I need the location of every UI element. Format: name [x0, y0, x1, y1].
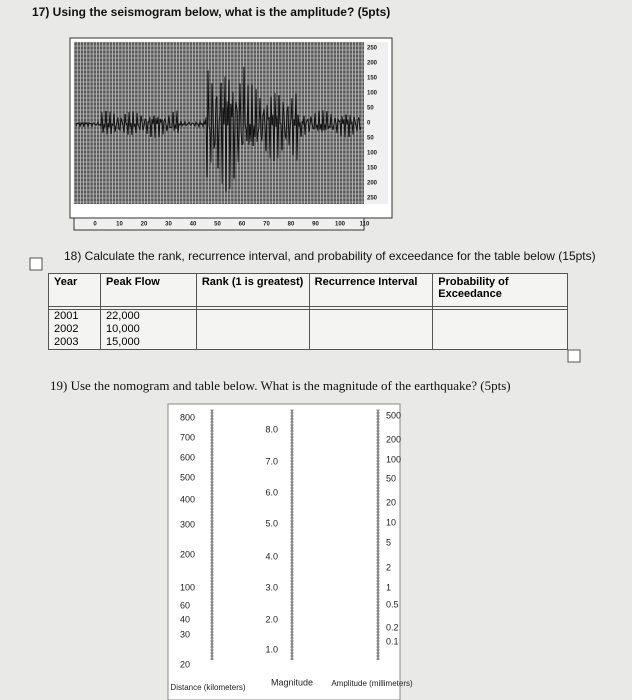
- y-scale-label: 100: [367, 151, 378, 157]
- distance-label: 400: [180, 494, 195, 504]
- distance-label: 20: [180, 659, 190, 669]
- x-scale-label: 30: [165, 222, 172, 228]
- y-scale-label: 50: [367, 106, 374, 112]
- x-scale-label: 50: [214, 222, 221, 228]
- table-cell: [195, 309, 310, 323]
- magnitude-label: 4.0: [265, 551, 278, 561]
- question-18: 18) Calculate the rank, recurrence inter…: [64, 249, 596, 263]
- table-cell: 2003: [47, 336, 102, 350]
- y-scale-label: 200: [367, 181, 378, 187]
- question-17: 17) Using the seismogram below, what is …: [32, 5, 391, 19]
- table-cell: 2002: [47, 323, 102, 336]
- table-cell: [432, 336, 568, 350]
- distance-label: 300: [180, 519, 195, 529]
- table-cell: [308, 309, 434, 323]
- distance-label: 800: [180, 412, 195, 422]
- table-cell: [195, 323, 310, 336]
- x-scale-label: 90: [312, 222, 319, 228]
- table-cell: [195, 336, 310, 350]
- seismogram-x-scale: [73, 217, 365, 231]
- y-scale-label: 50: [367, 136, 374, 142]
- amplitude-label: 0.2: [386, 622, 399, 632]
- amplitude-label: 0.1: [386, 636, 399, 646]
- x-scale-label: 40: [190, 222, 197, 228]
- amplitude-label: 1: [386, 582, 391, 592]
- header-cell: Recurrence Interval: [308, 273, 434, 307]
- table-cell: [308, 323, 434, 336]
- x-scale-label: 80: [288, 222, 295, 228]
- x-scale-label: 100: [335, 222, 346, 228]
- x-scale-label: 10: [116, 222, 123, 228]
- distance-label: 60: [180, 600, 190, 610]
- magnitude-label: 1.0: [265, 644, 278, 654]
- magnitude-label: 2.0: [265, 614, 278, 624]
- magnitude-label: 8.0: [265, 424, 278, 434]
- magnitude-label: 3.0: [265, 582, 278, 592]
- x-scale-label: 110: [360, 222, 370, 228]
- y-scale-label: 250: [367, 196, 378, 202]
- question-19: 19) Use the nomogram and table below. Wh…: [50, 378, 511, 393]
- data-table: Year Peak Flow Rank (1 is greatest) Recurre…: [47, 273, 568, 350]
- amplitude-label: 10: [386, 517, 396, 527]
- header-cell: Peak Flow: [100, 273, 197, 307]
- distance-label: 30: [180, 629, 190, 639]
- table-cell: 2001: [47, 309, 102, 323]
- y-scale-label: 150: [367, 166, 378, 172]
- seismogram-scale: [364, 42, 388, 204]
- y-scale-label: 250: [367, 46, 378, 52]
- table-cell: 10,000: [100, 323, 197, 336]
- seismic-trace: [75, 66, 362, 192]
- amplitude-label: 0.5: [386, 599, 399, 609]
- nomogram-frame: [167, 403, 401, 700]
- amplitude-label: 5: [386, 537, 391, 547]
- y-scale-label: 0: [367, 121, 371, 127]
- x-scale-label: 0: [93, 222, 97, 228]
- table-cell: 15,000: [100, 336, 197, 350]
- table-cell: 22,000: [100, 309, 197, 323]
- amplitude-title: Amplitude (millimeters): [331, 679, 413, 688]
- magnitude-title: Magnitude: [271, 677, 313, 687]
- amplitude-label: 50: [386, 473, 396, 483]
- resize-handle[interactable]: [567, 349, 581, 363]
- amplitude-label: 100: [386, 454, 401, 464]
- distance-label: 500: [180, 472, 195, 482]
- x-scale-label: 70: [263, 222, 270, 228]
- move-handle[interactable]: [29, 257, 43, 271]
- y-scale-label: 100: [367, 91, 378, 97]
- distance-label: 200: [180, 549, 195, 559]
- y-scale-label: 150: [367, 76, 378, 82]
- magnitude-label: 7.0: [265, 456, 278, 466]
- distance-label: 600: [180, 452, 195, 462]
- table-cell: [432, 323, 568, 336]
- table-cell: [308, 336, 434, 350]
- distance-label: 700: [180, 432, 195, 442]
- magnitude-label: 5.0: [265, 518, 278, 528]
- amplitude-label: 500: [386, 410, 401, 420]
- amplitude-label: 2: [386, 562, 391, 572]
- distance-label: 40: [180, 614, 190, 624]
- distance-title: Distance (kilometers): [170, 683, 245, 692]
- x-scale-label: 60: [239, 222, 246, 228]
- header-cell: Probability of Exceedance: [432, 273, 568, 307]
- amplitude-label: 200: [386, 434, 401, 444]
- y-scale-label: 200: [367, 61, 378, 67]
- x-scale-label: 20: [141, 222, 148, 228]
- distance-label: 100: [180, 582, 195, 592]
- table-cell: [432, 309, 568, 323]
- header-cell: Year: [47, 273, 102, 307]
- amplitude-label: 20: [386, 497, 396, 507]
- magnitude-label: 6.0: [265, 487, 278, 497]
- header-cell: Rank (1 is greatest): [195, 273, 310, 307]
